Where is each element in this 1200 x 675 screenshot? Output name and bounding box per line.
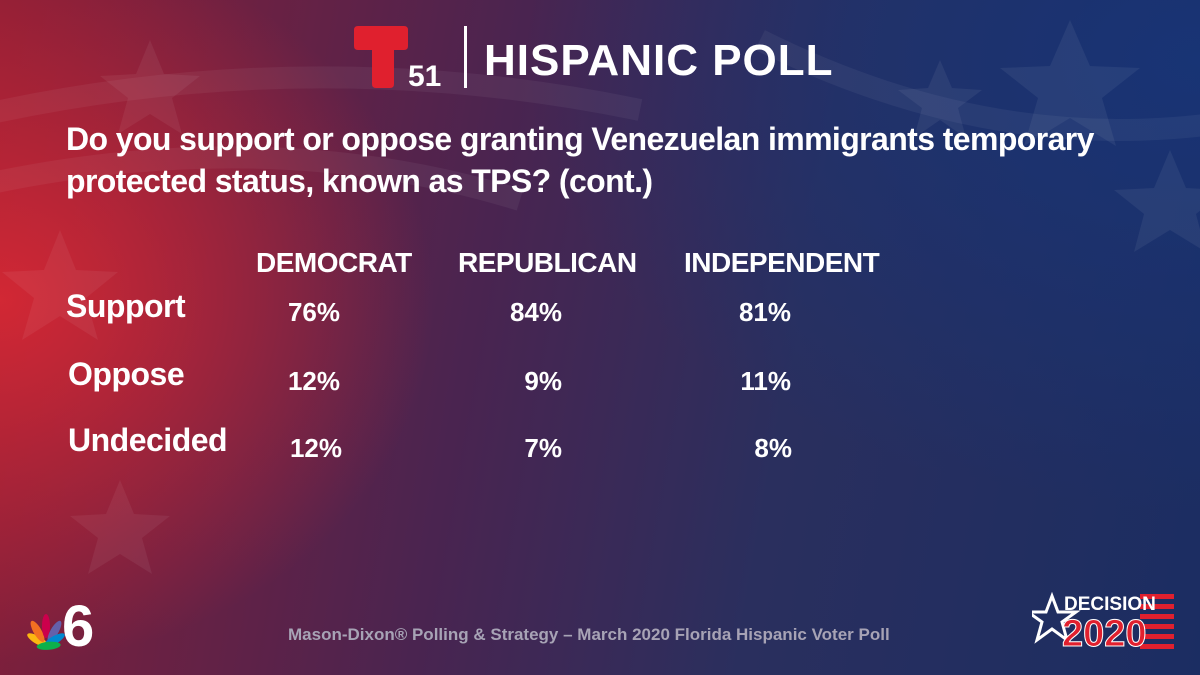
- poll-title: HISPANIC POLL: [484, 36, 834, 85]
- star-shape: [898, 60, 982, 138]
- station-number: 51: [408, 60, 441, 92]
- star-shape: [100, 40, 200, 134]
- row-label-support: Support: [66, 288, 186, 324]
- decision-year: 2020: [1062, 613, 1147, 650]
- cell-support-republican: 84%: [509, 297, 562, 327]
- nbc6-logo: 6: [27, 594, 94, 650]
- telemundo-t-icon: [354, 26, 408, 88]
- cell-support-democrat: 76%: [287, 297, 340, 327]
- flag-stripes-icon: [1140, 594, 1174, 649]
- cell-undecided-republican: 7%: [524, 433, 562, 463]
- cell-oppose-republican: 9%: [524, 366, 562, 396]
- peacock-icon: [27, 614, 65, 650]
- telemundo-51-logo: 51: [354, 26, 441, 92]
- star-shape: [1000, 20, 1140, 146]
- column-header-republican: REPUBLICAN: [458, 247, 637, 278]
- cell-oppose-democrat: 12%: [287, 366, 340, 396]
- star-shape: [2, 230, 118, 340]
- column-header-democrat: DEMOCRAT: [256, 247, 412, 278]
- cell-oppose-independent: 11%: [740, 366, 791, 396]
- column-header-independent: INDEPENDENT: [684, 247, 880, 278]
- header-divider: [464, 26, 467, 88]
- decision-word: DECISION: [1064, 594, 1156, 615]
- cell-undecided-independent: 8%: [754, 433, 792, 463]
- decision-2020-logo: DECISION 2020: [1032, 591, 1174, 650]
- star-shape: [1114, 150, 1200, 252]
- cell-undecided-democrat: 12%: [289, 433, 342, 463]
- star-outline-icon: [1032, 591, 1081, 644]
- poll-source: Mason-Dixon® Polling & Strategy – March …: [288, 625, 890, 644]
- cell-support-independent: 81%: [738, 297, 791, 327]
- poll-question: Do you support or oppose granting Venezu…: [66, 121, 1094, 199]
- row-label-oppose: Oppose: [68, 356, 185, 392]
- nbc-channel-number: 6: [62, 594, 94, 650]
- row-label-undecided: Undecided: [68, 422, 228, 458]
- star-shape: [70, 480, 170, 574]
